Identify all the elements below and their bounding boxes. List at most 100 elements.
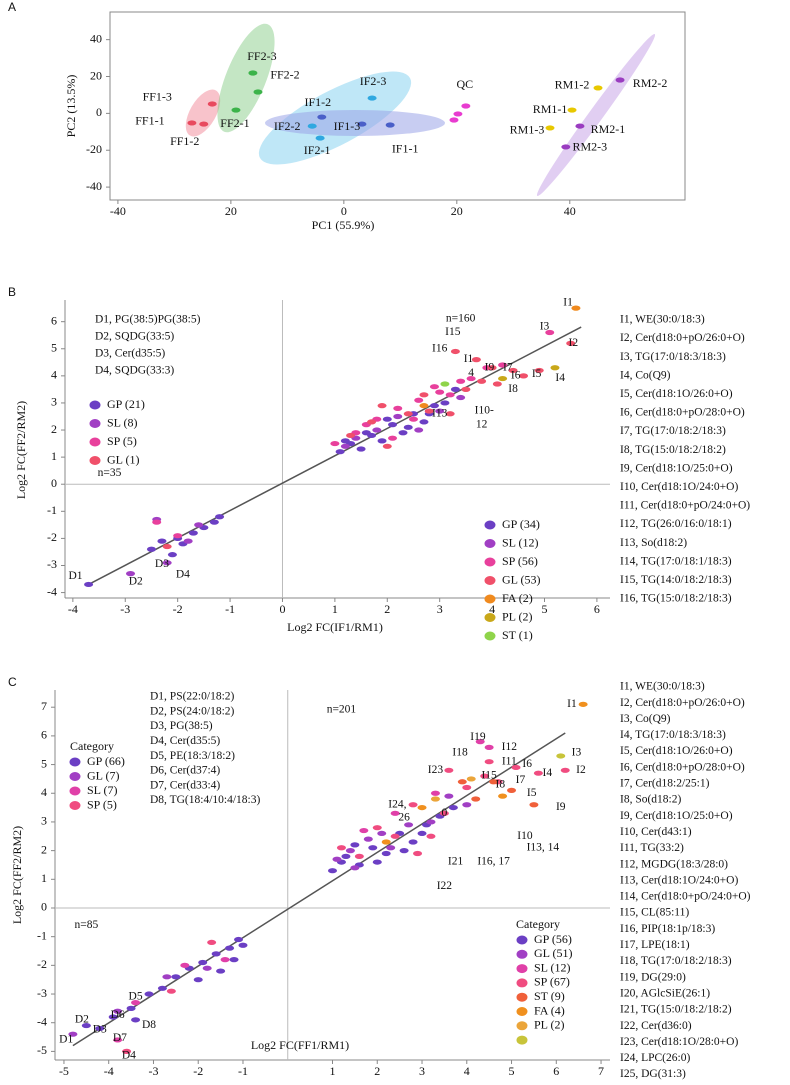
note-left: D1, PS(22:0/18:2) (150, 691, 235, 703)
point (487, 365, 497, 371)
annotation: I7 (516, 774, 526, 786)
annotation: I23 (428, 764, 444, 776)
point-label: RM2-1 (591, 122, 626, 136)
y-tick-label: 6 (41, 728, 47, 742)
point (231, 107, 241, 113)
point (377, 830, 387, 837)
point (417, 830, 427, 837)
point (211, 951, 221, 957)
note-left: D2, SQDG(33:5) (95, 331, 174, 343)
ellipse (536, 33, 656, 197)
y-tick-label: -3 (47, 557, 57, 571)
annotation: I6 (522, 758, 532, 770)
x-axis-label: Log2 FC(IF1/RM1) (287, 620, 383, 634)
point-label: FF1-3 (143, 90, 172, 104)
point (419, 419, 429, 425)
point (162, 560, 172, 566)
note-left: D3, PG(38:5) (150, 720, 213, 732)
ellipse (217, 23, 275, 133)
point-label: RM1-3 (510, 123, 545, 137)
point (403, 424, 413, 430)
point (108, 1014, 118, 1020)
point (317, 114, 327, 120)
point (363, 836, 373, 842)
note-right: I1, WE(30:0/18:3) (620, 314, 705, 326)
legend-marker (89, 456, 101, 465)
point (511, 764, 521, 771)
y-tick-label: -1 (37, 928, 47, 942)
point (330, 440, 340, 447)
x-tick-label: -3 (120, 602, 130, 616)
note-right: I21, TG(15:0/18:2/18:2) (620, 1004, 732, 1016)
point (84, 581, 94, 588)
note-right: I6, Cer(d18:0+pO/28:0+O) (620, 407, 745, 419)
note-right: I25, DG(31:3) (620, 1068, 686, 1080)
legend-marker (69, 772, 81, 781)
point (180, 962, 190, 968)
point (550, 365, 560, 371)
point (419, 403, 429, 409)
note-right: I19, DG(29:0) (620, 971, 686, 983)
legend-label: GP (21) (107, 397, 145, 411)
point-label: IF1-3 (334, 119, 361, 133)
point (529, 802, 539, 808)
x-tick-label: 6 (594, 602, 600, 616)
x-tick-label: -1 (238, 1064, 248, 1078)
legend-marker (69, 757, 81, 767)
point (393, 413, 403, 420)
point (220, 957, 230, 963)
point (435, 389, 445, 395)
y-tick-label: -5 (37, 1043, 47, 1057)
annotation: I5 (532, 368, 542, 380)
panel-label: C (8, 675, 17, 689)
point (335, 449, 345, 455)
y-tick-label: 0 (96, 105, 102, 119)
point (561, 144, 571, 150)
point (457, 779, 467, 785)
annotation: 0 (442, 807, 448, 819)
y-tick-label: 5 (41, 756, 47, 770)
point (461, 386, 471, 392)
point (166, 988, 176, 994)
point (162, 543, 172, 550)
point (444, 767, 454, 773)
point (173, 533, 183, 539)
point (399, 848, 409, 854)
note-right: I8, TG(15:0/18:2/18:2) (620, 444, 726, 456)
point-label: FF2-2 (270, 68, 299, 82)
point (453, 111, 463, 117)
point (216, 968, 226, 974)
annotation: I13 (432, 407, 448, 419)
note-right: I15, TG(14:0/18:2/18:3) (620, 574, 732, 586)
legend-marker (484, 613, 496, 622)
x-tick-label: -4 (104, 1064, 114, 1078)
point (466, 375, 476, 382)
point (157, 985, 167, 991)
x-axis-label: Log2 FC(FF1/RM1) (251, 1038, 349, 1052)
point (248, 70, 258, 76)
x-tick-label: 1 (332, 602, 338, 616)
annotation: I3 (572, 747, 582, 759)
annotation: n=35 (98, 467, 122, 479)
point (445, 392, 455, 398)
point (377, 403, 387, 409)
point-label: FF2-1 (220, 116, 249, 130)
fit-line (88, 326, 582, 586)
point (462, 784, 472, 791)
point (382, 416, 392, 422)
legend-title: Category (516, 917, 560, 931)
point (356, 446, 366, 452)
y-tick-label: 3 (41, 814, 47, 828)
y-tick-label: 5 (51, 341, 57, 355)
point (253, 89, 263, 95)
point (354, 853, 364, 859)
point (426, 819, 436, 825)
point (346, 432, 356, 439)
point (113, 1008, 123, 1014)
legend-label: SL (12) (534, 960, 571, 974)
point (234, 936, 244, 943)
note-right: I24, LPC(26:0) (620, 1052, 690, 1064)
legend-label: GL (7) (87, 768, 120, 782)
point (126, 571, 136, 577)
y-tick-label: 20 (90, 68, 102, 82)
